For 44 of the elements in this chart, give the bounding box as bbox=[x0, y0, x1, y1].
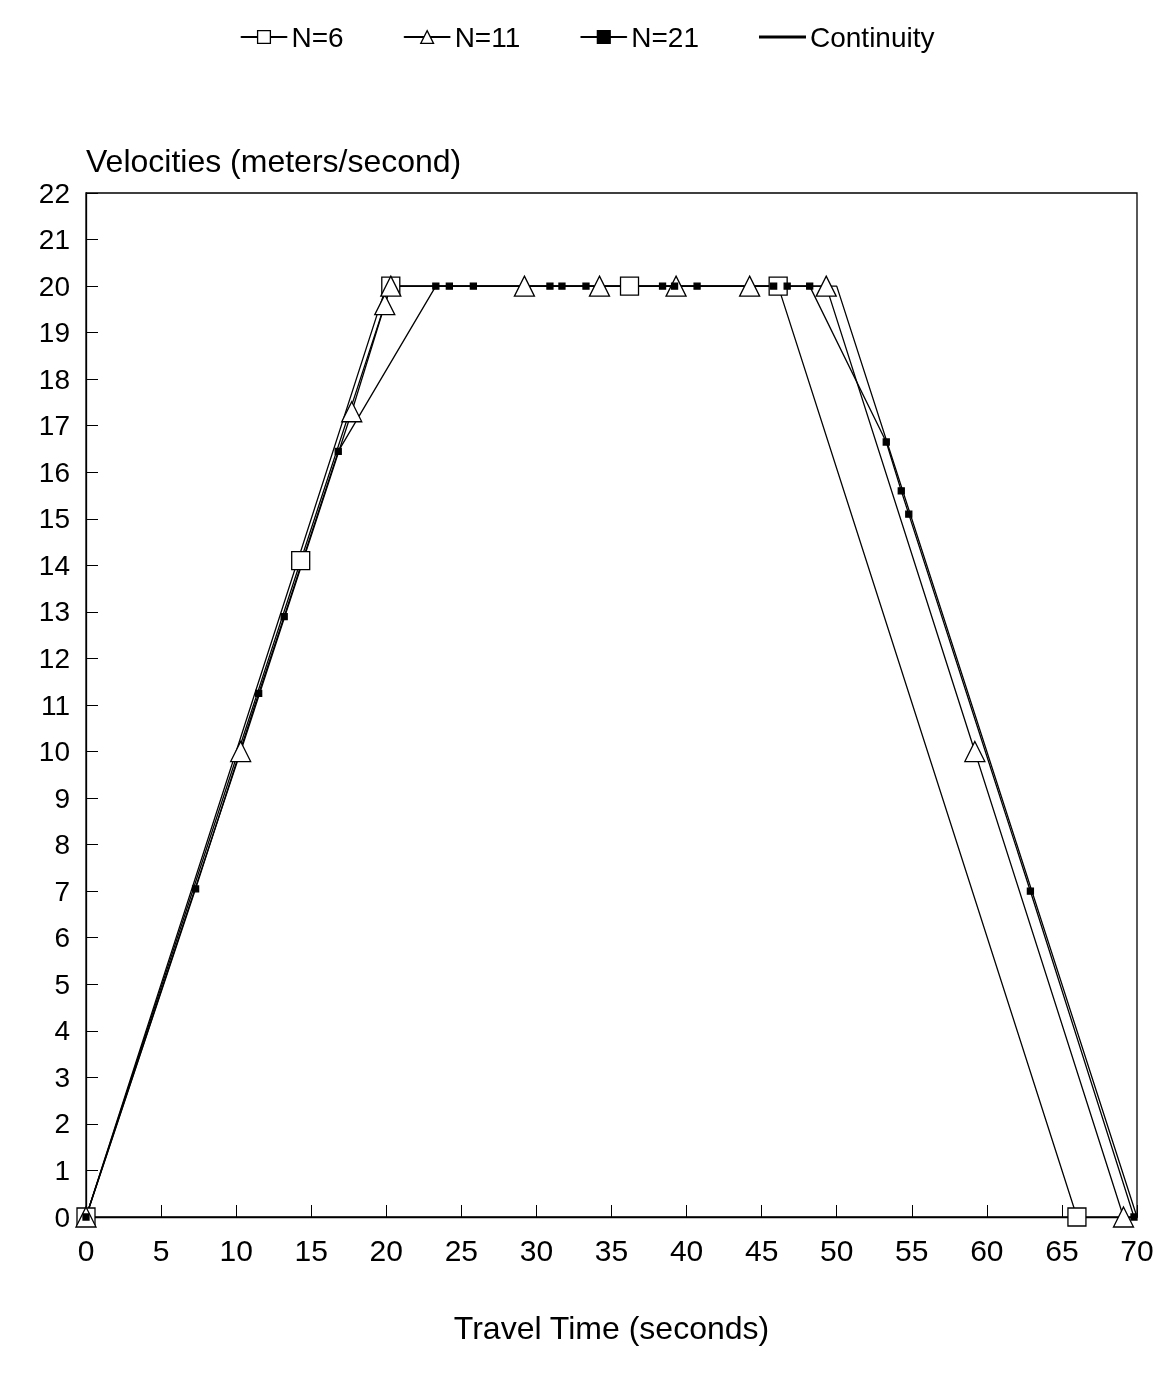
legend-label: N=11 bbox=[454, 21, 521, 53]
x-tick-label: 5 bbox=[152, 1233, 170, 1267]
y-tick-label: 19 bbox=[38, 317, 70, 349]
x-tick-label: 55 bbox=[895, 1233, 929, 1267]
y-tick-label: 1 bbox=[54, 1154, 70, 1186]
y-tick-label: 12 bbox=[38, 642, 70, 674]
y-tick-label: 10 bbox=[38, 736, 70, 768]
x-tick-label: 10 bbox=[219, 1233, 253, 1267]
y-tick-label: 11 bbox=[40, 689, 70, 721]
y-tick-label: 21 bbox=[38, 224, 70, 256]
y-tick-label: 5 bbox=[54, 968, 70, 1000]
y-tick-label: 22 bbox=[38, 177, 70, 209]
y-tick-label: 7 bbox=[54, 875, 70, 907]
y-tick-label: 20 bbox=[38, 270, 70, 302]
y-tick-label: 14 bbox=[38, 549, 70, 581]
y-tick-label: 6 bbox=[54, 922, 70, 954]
y-tick-label: 16 bbox=[38, 456, 70, 488]
x-tick-label: 60 bbox=[970, 1233, 1004, 1267]
x-axis-title: Travel Time (seconds) bbox=[453, 1310, 770, 1346]
y-axis-title: Velocities (meters/second) bbox=[86, 143, 462, 179]
legend-label: Continuity bbox=[810, 21, 935, 53]
y-tick-label: 2 bbox=[54, 1108, 70, 1140]
x-tick-label: 15 bbox=[294, 1233, 328, 1267]
y-tick-label: 17 bbox=[38, 410, 70, 442]
x-tick-label: 30 bbox=[519, 1233, 554, 1267]
legend-label: N=21 bbox=[631, 21, 699, 53]
x-tick-label: 70 bbox=[1120, 1233, 1154, 1267]
y-tick-label: 15 bbox=[38, 503, 70, 535]
x-tick-label: 25 bbox=[444, 1233, 479, 1267]
y-tick-label: 8 bbox=[54, 829, 70, 861]
y-tick-label: 0 bbox=[54, 1201, 70, 1233]
y-tick-label: 3 bbox=[54, 1061, 70, 1093]
x-tick-label: 20 bbox=[369, 1233, 403, 1267]
x-tick-label: 65 bbox=[1045, 1233, 1079, 1267]
x-tick-label: 50 bbox=[820, 1233, 854, 1267]
y-tick-label: 13 bbox=[38, 596, 70, 628]
x-tick-label: 40 bbox=[669, 1233, 704, 1267]
x-tick-label: 35 bbox=[594, 1233, 629, 1267]
x-tick-label: 45 bbox=[744, 1233, 779, 1267]
x-tick-label: 0 bbox=[77, 1233, 95, 1267]
y-tick-label: 9 bbox=[54, 782, 70, 814]
legend-label: N=6 bbox=[291, 21, 344, 53]
y-tick-label: 18 bbox=[38, 363, 70, 395]
y-tick-label: 4 bbox=[54, 1015, 70, 1047]
